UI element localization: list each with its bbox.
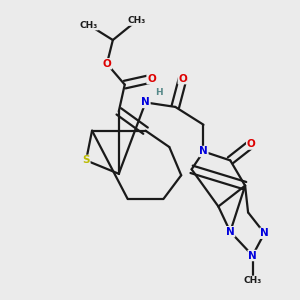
Text: N: N	[199, 146, 208, 157]
Text: N: N	[248, 250, 257, 260]
Text: N: N	[260, 228, 269, 238]
Text: S: S	[82, 155, 90, 165]
Text: CH₃: CH₃	[80, 21, 98, 30]
Text: N: N	[141, 98, 150, 107]
Text: O: O	[147, 74, 156, 84]
Text: H: H	[155, 88, 163, 97]
Text: O: O	[178, 74, 187, 84]
Text: N: N	[226, 227, 235, 237]
Text: CH₃: CH₃	[128, 16, 146, 25]
Text: O: O	[247, 139, 255, 149]
Text: O: O	[103, 59, 111, 69]
Text: CH₃: CH₃	[243, 276, 262, 285]
